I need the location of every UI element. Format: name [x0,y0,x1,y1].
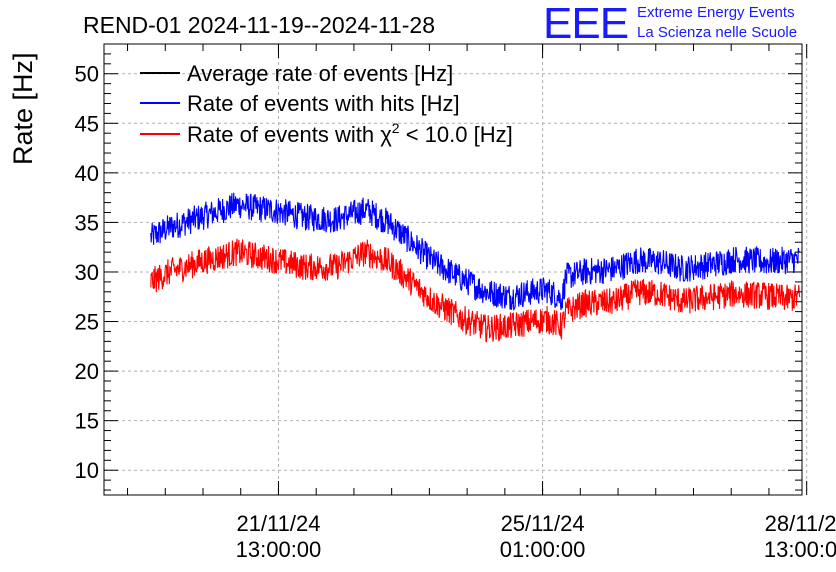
chart-title: REND-01 2024-11-19--2024-11-28 [83,12,435,38]
y-tick-label: 30 [75,260,99,285]
y-axis-label: Rate [Hz] [8,52,38,165]
legend-label: Average rate of events [Hz] [187,61,453,86]
plot-series [150,192,801,343]
series-line-hits [150,192,800,311]
plot-frame [103,43,803,496]
y-tick-label: 45 [75,111,99,136]
legend: Average rate of events [Hz] Rate of event… [140,61,513,147]
eee-logo-mark: EEE [543,0,629,48]
y-tick-label: 10 [75,458,99,483]
y-tick-label: 50 [75,62,99,87]
x-tick-label-time: 01:00:00 [500,537,586,562]
y-tick-label: 20 [75,359,99,384]
logo-line-1: Extreme Energy Events [637,4,795,21]
legend-label: Rate of events with hits [Hz] [187,91,460,116]
y-tick-label: 35 [75,210,99,235]
axes: 10152025303540455021/11/2413:00:0025/11/… [75,44,836,562]
x-tick-label-date: 25/11/24 [501,511,585,536]
x-tick-label-time: 13:00:00 [764,537,836,562]
x-tick-label-date: 21/11/24 [236,511,320,536]
y-tick-label: 15 [75,409,99,434]
y-tick-label: 25 [75,310,99,335]
series-line-chi2 [150,238,801,343]
logo-line-2: La Scienza nelle Scuole [637,24,798,41]
y-tick-label: 40 [75,161,99,186]
legend-label: Rate of events with χ2 < 10.0 [Hz] [187,120,513,147]
x-tick-label-time: 13:00:00 [236,537,322,562]
x-tick-label-date: 28/11/24 [765,511,836,536]
